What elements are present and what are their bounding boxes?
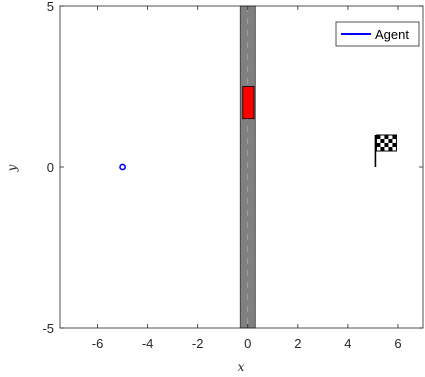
legend-label-agent: Agent	[375, 27, 409, 42]
flag-square	[376, 135, 381, 139]
y-tick-label: -5	[42, 321, 54, 336]
flag-square	[380, 147, 385, 151]
x-tick-label: 4	[344, 336, 351, 351]
x-tick-label: -2	[192, 336, 204, 351]
legend: Agent	[335, 21, 420, 47]
y-axis-label: y	[5, 164, 19, 172]
flag-square	[384, 135, 389, 139]
x-tick-label: 6	[394, 336, 401, 351]
flag-square	[380, 139, 385, 143]
checkered-flag-icon	[374, 134, 397, 167]
flag-square	[388, 139, 393, 143]
x-axis-label: x	[238, 360, 245, 374]
flag-square	[376, 143, 381, 147]
x-tick-label: 0	[244, 336, 251, 351]
flag-square	[388, 147, 393, 151]
y-tick-label: 0	[47, 160, 54, 175]
flag-square	[392, 143, 397, 147]
agent-marker	[119, 163, 126, 171]
flag-square	[384, 143, 389, 147]
y-tick-label: 5	[47, 0, 54, 14]
flag-square	[392, 135, 397, 139]
obstacle	[242, 86, 255, 120]
x-tick-label: -4	[142, 336, 154, 351]
x-tick-label: -6	[92, 336, 104, 351]
x-tick-label: 2	[294, 336, 301, 351]
